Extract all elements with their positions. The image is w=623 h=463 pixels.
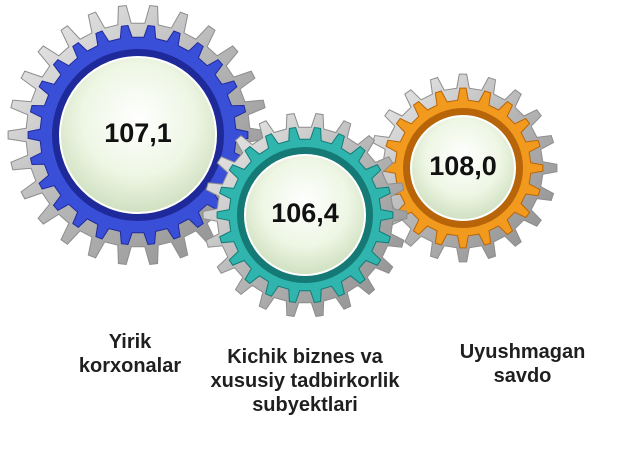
gear-core: [59, 56, 217, 214]
gear-core: [244, 154, 366, 276]
gear-label: Yirik korxonalar: [78, 331, 182, 377]
gear-label: Kichik biznes va xususiy tadbirkorlik su…: [210, 346, 400, 416]
gear-value: 108,0: [429, 151, 497, 181]
gear-label: Uyushmagan savdo: [459, 341, 586, 387]
gear-core: [410, 115, 516, 221]
gear-value: 107,1: [104, 118, 172, 148]
gear-value: 106,4: [271, 198, 339, 228]
